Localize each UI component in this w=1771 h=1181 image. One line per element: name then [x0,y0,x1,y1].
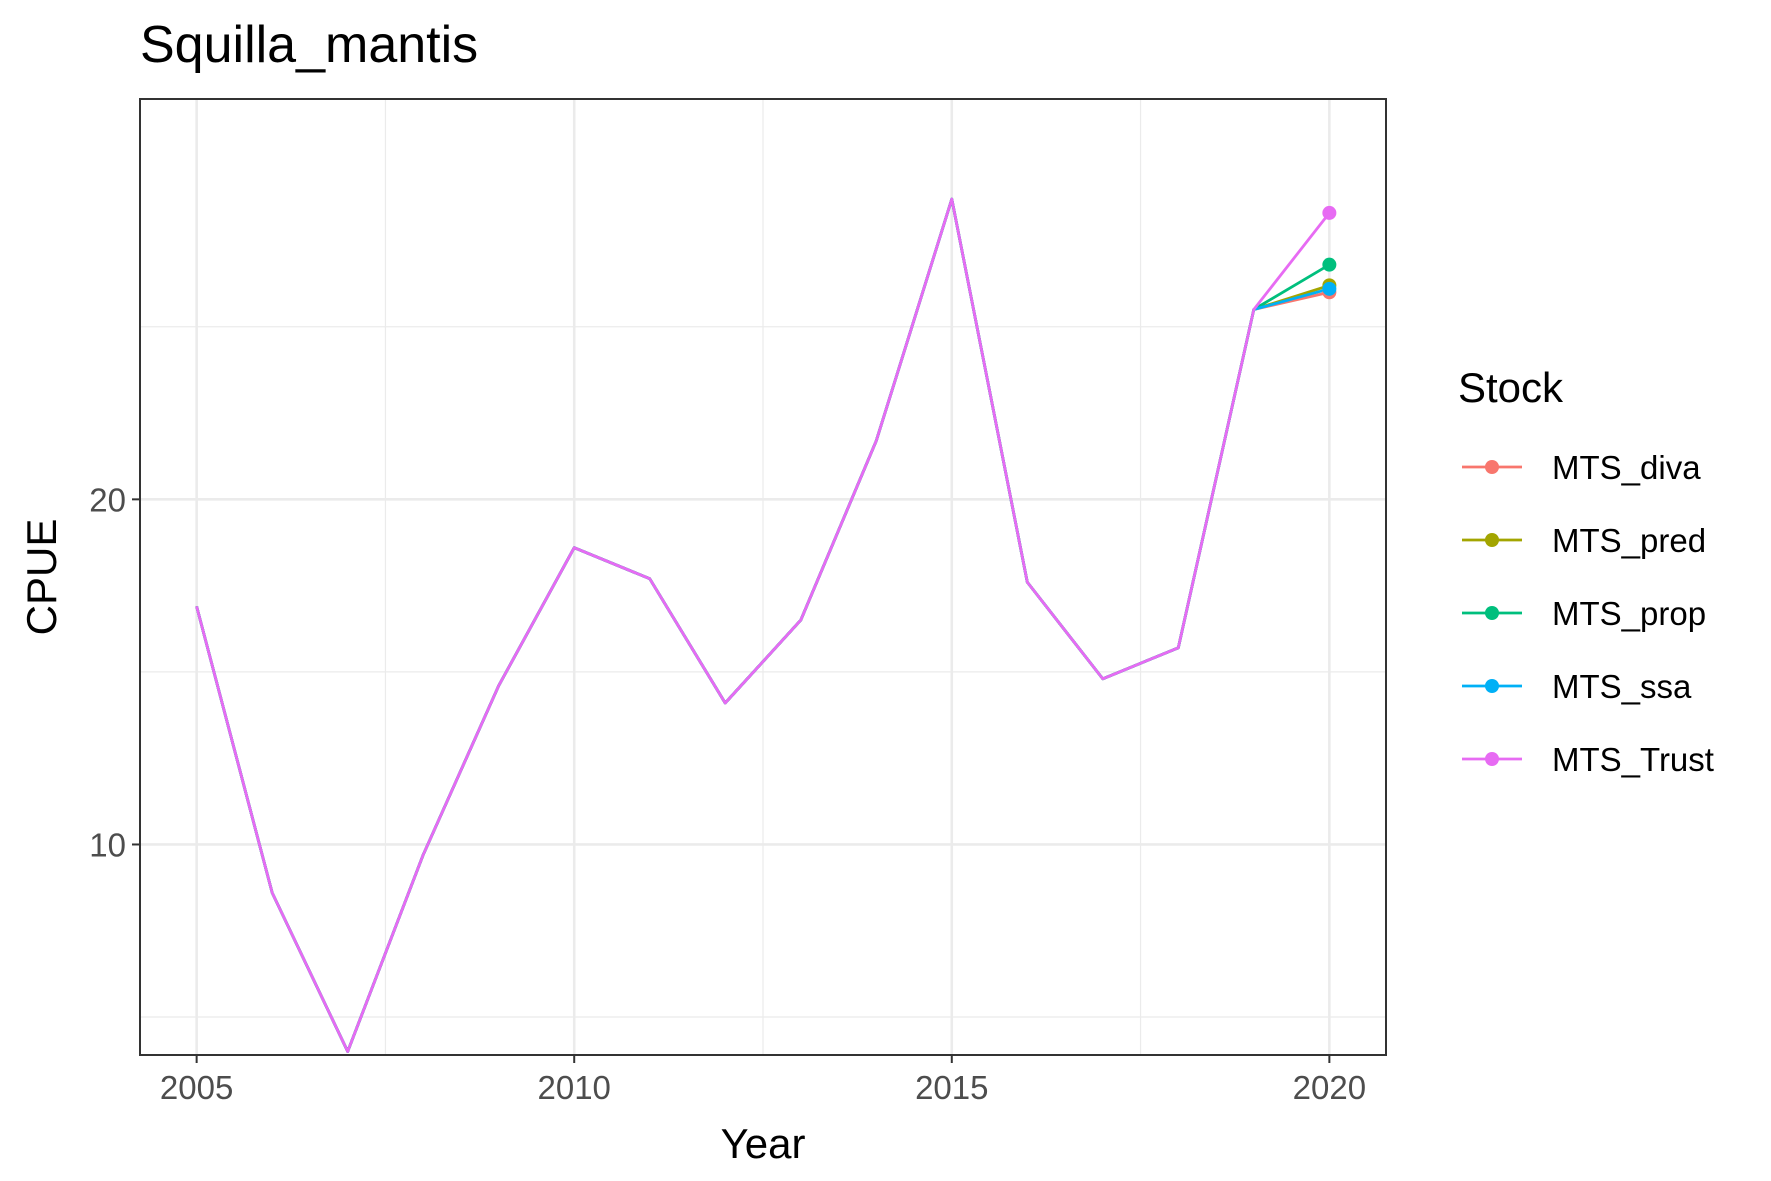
series-line-MTS_Trust [195,197,1331,1053]
legend: Stock MTS_diva MTS_pred MTS_prop MTS_ssa MTS… [1458,364,1714,778]
legend-key-point [1485,460,1499,474]
series-layer [195,197,1337,1053]
series-point-MTS_prop [1322,257,1337,272]
x-tick-label: 2015 [915,1069,988,1106]
x-axis-title: Year [721,1120,806,1167]
x-tick-label: 2005 [160,1069,233,1106]
y-axis-title: CPUE [18,519,65,636]
legend-label: MTS_diva [1552,449,1701,486]
series-point-MTS_ssa [1322,281,1337,296]
x-axis-ticks: 2005 2010 2015 2020 [160,1055,1366,1106]
y-axis-ticks: 10 20 [89,481,140,863]
x-tick-label: 2010 [538,1069,611,1106]
legend-label: MTS_Trust [1552,741,1714,778]
x-tick-label: 2020 [1293,1069,1366,1106]
chart-title: Squilla_mantis [140,16,478,74]
legend-label: MTS_pred [1552,522,1706,559]
major-gridlines [140,99,1386,1055]
legend-key-point [1485,606,1499,620]
y-tick-label: 10 [89,826,126,863]
series-point-MTS_Trust [1322,205,1337,220]
plot-panel-border [139,98,1387,1056]
y-tick-label: 20 [89,481,126,518]
legend-label: MTS_prop [1552,595,1706,632]
legend-title: Stock [1458,364,1564,411]
legend-key-point [1485,679,1499,693]
legend-key-point [1485,533,1499,547]
legend-key-point [1485,752,1499,766]
minor-gridlines [140,99,1386,1055]
legend-label: MTS_ssa [1552,668,1692,705]
